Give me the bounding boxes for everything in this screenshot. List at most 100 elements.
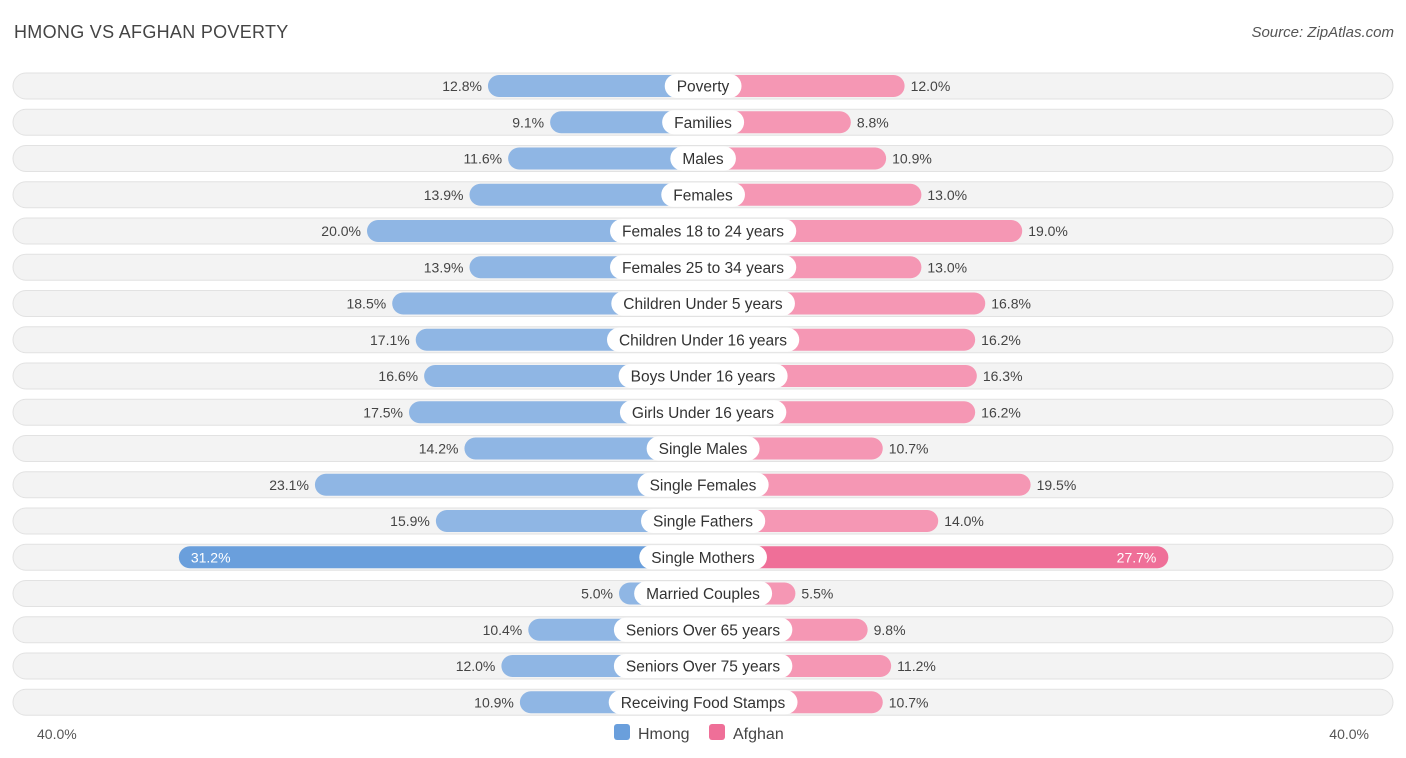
- category-label: Families: [674, 115, 732, 132]
- category-label: Receiving Food Stamps: [621, 695, 786, 712]
- category-pill: [662, 110, 745, 135]
- hmong-bar: [464, 437, 703, 460]
- afghan-value-label: 13.0%: [927, 259, 967, 275]
- category-pill: [608, 690, 798, 715]
- afghan-bar: [703, 147, 887, 170]
- category-pill: [664, 74, 742, 98]
- afghan-value-label: 9.8%: [874, 622, 906, 638]
- afghan-bar: [703, 473, 1031, 496]
- category-label: Single Fathers: [653, 514, 753, 531]
- hmong-value-label: 15.9%: [390, 513, 430, 529]
- chart-row: 31.2% 27.7% Single Mothers: [12, 543, 1394, 571]
- category-pill: [613, 654, 793, 678]
- afghan-bar: [703, 75, 905, 97]
- chart-row: 11.6% 10.9% Males: [12, 145, 1394, 172]
- hmong-value-label: 10.9%: [474, 694, 514, 710]
- legend-swatch-afghan: [709, 724, 725, 740]
- afghan-value-label: 16.3%: [983, 368, 1023, 384]
- hmong-value-label: 14.2%: [419, 441, 459, 457]
- category-pill: [641, 509, 766, 533]
- hmong-value-label: 13.9%: [424, 187, 464, 203]
- afghan-value-label: 5.5%: [801, 586, 833, 602]
- afghan-value-label: 13.0%: [927, 187, 967, 203]
- category-pill: [610, 219, 797, 243]
- category-label: Seniors Over 75 years: [626, 659, 780, 676]
- category-label: Married Couples: [646, 586, 760, 603]
- afghan-value-label: 12.0%: [911, 78, 951, 94]
- hmong-value-label: 13.9%: [424, 259, 464, 275]
- chart-row: 14.2% 10.7% Single Males: [12, 435, 1394, 462]
- category-label: Children Under 5 years: [623, 296, 783, 313]
- chart-row: 10.4% 9.8% Seniors Over 65 years: [12, 616, 1394, 644]
- source-credit: Source: ZipAtlas.com: [1251, 24, 1394, 41]
- hmong-value-label: 17.1%: [370, 332, 410, 348]
- chart-row: 13.9% 13.0% Females 25 to 34 years: [12, 253, 1394, 281]
- axis-left-label: 40.0%: [37, 726, 77, 742]
- category-pill: [670, 146, 736, 171]
- afghan-value-label: 16.2%: [981, 332, 1021, 348]
- afghan-value-label: 10.7%: [889, 441, 929, 457]
- chart-row: 16.6% 16.3% Boys Under 16 years: [12, 362, 1394, 390]
- hmong-value-label: 16.6%: [378, 368, 418, 384]
- hmong-bar: [178, 546, 704, 569]
- afghan-value-label: 8.8%: [857, 114, 889, 130]
- afghan-value-label: 16.8%: [991, 296, 1031, 312]
- category-label: Girls Under 16 years: [632, 405, 774, 422]
- hmong-value-label: 11.6%: [463, 151, 502, 167]
- category-pill: [637, 472, 769, 497]
- hmong-value-label: 9.1%: [512, 114, 544, 130]
- category-pill: [611, 291, 795, 316]
- category-pill: [613, 617, 793, 642]
- afghan-bar: [703, 546, 1169, 569]
- hmong-bar: [435, 510, 703, 532]
- afghan-value-label: 10.7%: [889, 694, 929, 710]
- category-label: Single Males: [659, 441, 748, 458]
- chart-row: 13.9% 13.0% Females: [12, 181, 1394, 209]
- chart-row: 23.1% 19.5% Single Females: [12, 471, 1394, 499]
- category-label: Females 18 to 24 years: [622, 224, 784, 241]
- hmong-value-label: 31.2%: [191, 549, 231, 565]
- category-pill: [646, 436, 760, 461]
- category-label: Seniors Over 65 years: [626, 622, 780, 639]
- chart-row: 15.9% 14.0% Single Fathers: [12, 507, 1394, 535]
- hmong-value-label: 18.5%: [346, 296, 386, 312]
- chart-row: 12.8% 12.0% Poverty: [12, 72, 1394, 100]
- chart-row: 9.1% 8.8% Families: [12, 108, 1394, 136]
- hmong-bar: [314, 473, 703, 496]
- category-pill: [661, 182, 745, 207]
- chart-row: 5.0% 5.5% Married Couples: [12, 580, 1394, 607]
- chart-row: 20.0% 19.0% Females 18 to 24 years: [12, 217, 1394, 245]
- chart-row: 18.5% 16.8% Children Under 5 years: [12, 290, 1394, 317]
- afghan-value-label: 14.0%: [944, 513, 984, 529]
- hmong-value-label: 12.0%: [456, 658, 496, 674]
- hmong-value-label: 17.5%: [363, 404, 403, 420]
- legend-swatch-hmong: [614, 724, 630, 740]
- hmong-bar: [487, 75, 703, 97]
- hmong-value-label: 5.0%: [581, 586, 613, 602]
- legend-label-afghan: Afghan: [733, 726, 784, 743]
- category-label: Males: [682, 151, 724, 168]
- category-label: Children Under 16 years: [619, 332, 787, 349]
- legend-label-hmong: Hmong: [638, 726, 690, 743]
- category-label: Single Females: [650, 477, 757, 494]
- chart-row: 17.1% 16.2% Children Under 16 years: [12, 326, 1394, 354]
- axis-right-label: 40.0%: [1329, 726, 1369, 742]
- category-pill: [618, 364, 788, 388]
- afghan-bar: [703, 183, 922, 206]
- afghan-value-label: 16.2%: [981, 404, 1021, 420]
- category-label: Poverty: [677, 79, 730, 96]
- afghan-value-label: 11.2%: [897, 658, 936, 674]
- hmong-value-label: 12.8%: [442, 78, 482, 94]
- category-label: Boys Under 16 years: [631, 369, 776, 386]
- afghan-value-label: 27.7%: [1117, 549, 1157, 565]
- category-pill: [606, 327, 800, 352]
- hmong-bar: [508, 147, 703, 170]
- category-label: Single Mothers: [651, 550, 755, 567]
- category-label: Females: [673, 187, 733, 204]
- afghan-value-label: 19.5%: [1037, 477, 1077, 493]
- hmong-value-label: 23.1%: [269, 477, 309, 493]
- category-pill: [619, 400, 787, 425]
- chart-row: 10.9% 10.7% Receiving Food Stamps: [12, 688, 1394, 716]
- category-pill: [639, 545, 767, 570]
